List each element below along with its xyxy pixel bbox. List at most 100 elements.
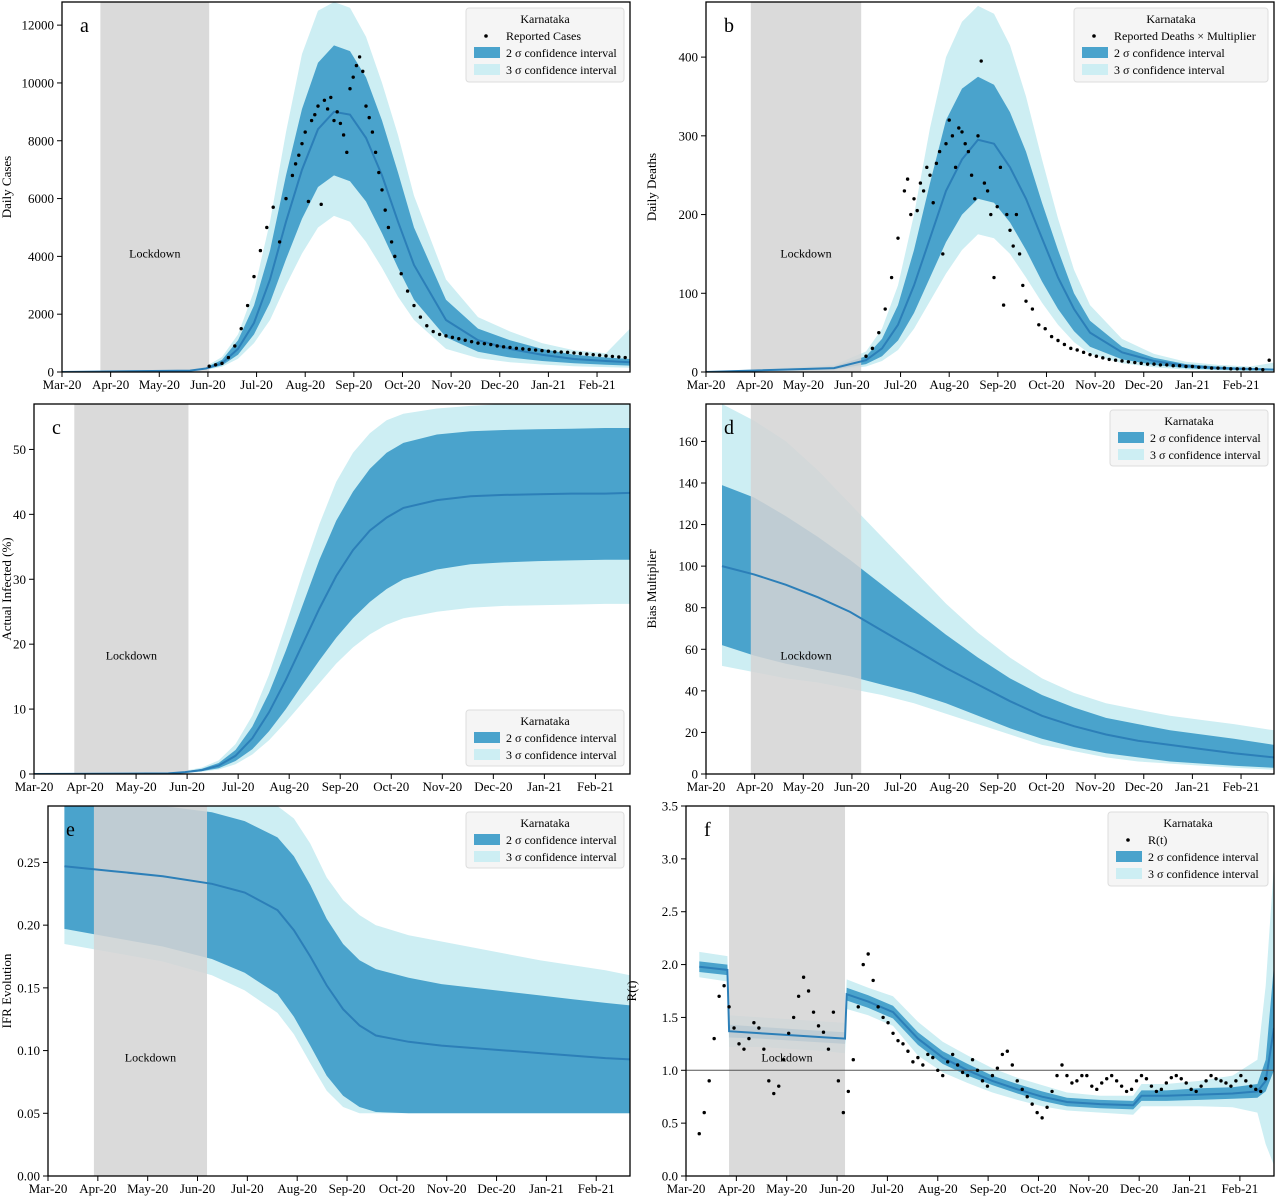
legend-swatch-3sigma	[1116, 868, 1142, 879]
data-point	[508, 345, 512, 350]
data-point	[1239, 1073, 1243, 1078]
data-point	[399, 272, 403, 276]
legend-entry-3sigma: 3 σ confidence interval	[1148, 867, 1259, 881]
x-tick-label: Sep-20	[979, 377, 1016, 392]
data-point	[1043, 327, 1047, 331]
legend-entry-points: Reported Cases	[506, 29, 581, 43]
data-point	[1056, 338, 1060, 343]
panel-b: Lockdown Mar-20 Apr-20 May-20 Jun-20 Jul-20 Au…	[644, 1, 1275, 392]
data-point	[1062, 342, 1067, 347]
legend-entry-3sigma: 3 σ confidence interval	[506, 748, 617, 762]
data-point	[1133, 360, 1137, 365]
data-point	[707, 1079, 711, 1083]
data-point	[777, 1084, 781, 1088]
data-point	[1216, 366, 1220, 370]
data-point	[995, 1066, 1000, 1070]
data-point	[1165, 363, 1169, 367]
data-point	[992, 275, 996, 280]
data-point	[985, 1084, 990, 1088]
y-tick-label: 3.5	[662, 799, 678, 814]
band-3sigma	[62, 2, 630, 372]
data-point	[1190, 364, 1195, 369]
data-point	[1020, 1087, 1024, 1092]
data-point	[1049, 334, 1054, 339]
data-point	[1209, 366, 1214, 370]
data-point	[370, 130, 375, 134]
legend-entry-3sigma: 3 σ confidence interval	[506, 63, 617, 77]
data-point	[585, 352, 589, 356]
x-tick-label: Oct-20	[1028, 377, 1064, 392]
data-point	[926, 1052, 930, 1057]
x-tick-label: Feb-21	[1223, 779, 1260, 794]
y-tick-label: 0	[692, 365, 699, 380]
data-point	[335, 110, 339, 114]
y-tick-label: 0.0	[662, 1169, 678, 1184]
legend-title: Karnataka	[1163, 816, 1213, 830]
data-point	[934, 161, 939, 166]
x-tick-label: Jul-20	[231, 1181, 264, 1196]
data-point	[1011, 244, 1015, 248]
data-point	[979, 59, 983, 63]
data-point	[1152, 362, 1156, 366]
data-point	[742, 1047, 746, 1051]
data-point	[966, 149, 971, 154]
x-tick-label: Aug-20	[918, 1181, 958, 1196]
y-axis-label: Daily Cases	[0, 156, 14, 218]
data-point	[990, 1073, 995, 1078]
data-point	[1149, 1084, 1154, 1088]
x-tick-label: Dec-20	[481, 377, 519, 392]
legend-marker-points	[1126, 838, 1130, 842]
legend: Karnataka 2 σ confidence interval 3 σ conf…	[465, 811, 625, 869]
data-point	[722, 984, 726, 988]
x-tick-label: Jun-20	[834, 779, 869, 794]
data-point	[1005, 1049, 1010, 1053]
x-tick-label: Feb-21	[579, 377, 616, 392]
data-point	[553, 350, 557, 354]
data-point	[338, 121, 343, 126]
data-point	[953, 165, 958, 170]
x-tick-label: Oct-20	[373, 779, 409, 794]
data-point	[960, 1070, 965, 1075]
y-tick-label: 300	[679, 128, 699, 143]
lockdown-region	[100, 2, 210, 372]
data-point	[405, 289, 410, 293]
data-point	[514, 346, 519, 350]
legend-swatch-2sigma	[1116, 851, 1142, 862]
legend-swatch-2sigma	[474, 834, 500, 845]
data-point	[1069, 346, 1073, 351]
data-point	[559, 350, 563, 354]
data-point	[811, 1010, 816, 1014]
data-point	[383, 208, 387, 212]
data-point	[1139, 361, 1143, 366]
x-tick-label: Jun-20	[190, 377, 225, 392]
x-tick-label: Apr-20	[66, 779, 103, 794]
data-point	[258, 248, 263, 253]
data-point	[1139, 1073, 1144, 1078]
data-point	[437, 332, 442, 337]
data-point	[1194, 1089, 1198, 1094]
data-point	[921, 1063, 925, 1067]
x-tick-label: Mar-20	[43, 377, 82, 392]
legend-box	[465, 811, 625, 869]
plot-area	[706, 2, 1274, 372]
data-point	[702, 1110, 706, 1115]
data-point	[1164, 1081, 1169, 1085]
data-point	[377, 170, 381, 175]
data-point	[1261, 367, 1265, 372]
data-point	[1259, 1089, 1263, 1094]
data-point	[1204, 1079, 1208, 1083]
x-tick-label: Jan-21	[531, 377, 566, 392]
data-point	[309, 118, 314, 123]
y-tick-label: 20	[13, 637, 26, 652]
data-point	[1224, 1081, 1228, 1085]
data-point	[1169, 1075, 1174, 1080]
data-point	[364, 104, 368, 108]
data-point	[1080, 1073, 1084, 1078]
data-point	[482, 341, 487, 346]
y-tick-label: 0.00	[17, 1169, 40, 1184]
data-point	[902, 189, 907, 193]
data-point	[389, 240, 394, 244]
data-point	[252, 274, 256, 279]
data-point	[928, 173, 932, 177]
data-point	[540, 348, 544, 353]
